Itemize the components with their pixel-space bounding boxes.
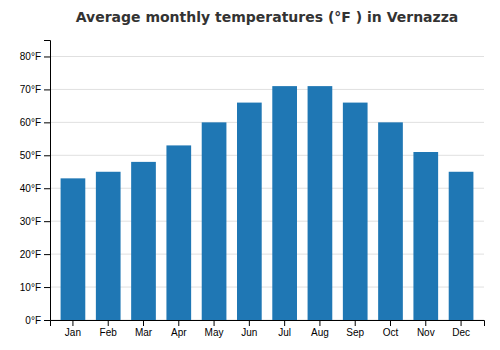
- tick-label: Jun: [241, 327, 257, 338]
- tick: Apr: [171, 320, 187, 338]
- tick: 0°F: [25, 315, 50, 326]
- bar: [308, 86, 333, 320]
- tick-mark: [249, 320, 250, 326]
- tick-label: Oct: [383, 327, 399, 338]
- tick: Nov: [417, 320, 435, 338]
- tick-label: 10°F: [20, 282, 41, 293]
- tick-label: 0°F: [25, 315, 41, 326]
- bar: [131, 162, 156, 320]
- bar: [378, 122, 403, 320]
- bar: [413, 152, 438, 320]
- tick: 10°F: [20, 282, 50, 293]
- tick-label: May: [205, 327, 224, 338]
- title: Average monthly temperatures (°F ) in Ve…: [76, 9, 459, 25]
- bars: [61, 86, 474, 320]
- tick-label: 70°F: [20, 84, 41, 95]
- tick: Mar: [135, 320, 153, 338]
- tick: Oct: [383, 320, 399, 338]
- tick: Feb: [100, 320, 118, 338]
- tick-mark: [178, 320, 179, 326]
- grid-line: [50, 56, 484, 57]
- tick-mark: [44, 320, 50, 321]
- tick-label: 40°F: [20, 183, 41, 194]
- tick-mark: [44, 56, 50, 57]
- bar: [449, 172, 474, 320]
- tick-label: Dec: [452, 327, 470, 338]
- tick-label: Jul: [278, 327, 291, 338]
- tick: 80°F: [20, 51, 50, 62]
- tick-mark: [44, 221, 50, 222]
- tick: Jul: [278, 320, 291, 338]
- tick: 50°F: [20, 150, 50, 161]
- tick-label: Aug: [311, 327, 329, 338]
- tick: 70°F: [20, 84, 50, 95]
- tick-mark: [390, 320, 391, 326]
- tick-mark: [425, 320, 426, 326]
- tick-mark: [44, 89, 50, 90]
- tick: Jun: [241, 320, 257, 338]
- tick-mark: [44, 188, 50, 189]
- axis-line: [51, 321, 485, 327]
- tick: 30°F: [20, 216, 50, 227]
- tick-label: Jan: [65, 327, 81, 338]
- tick-mark: [461, 320, 462, 326]
- tick-mark: [214, 320, 215, 326]
- tick-mark: [44, 155, 50, 156]
- tick-mark: [355, 320, 356, 326]
- x-axis: Jan Feb Mar Apr May Jun Jul Aug Sep Oct Nov Dec: [51, 320, 485, 338]
- plot: Jan Feb Mar Apr May Jun Jul Aug Sep Oct Nov Dec 0°F 1…: [20, 41, 485, 339]
- bar: [166, 145, 191, 320]
- axis-line: [44, 41, 51, 321]
- tick: Sep: [346, 320, 364, 338]
- tick-label: 20°F: [20, 249, 41, 260]
- grid-line: [50, 122, 484, 123]
- y-axis: 0°F 10°F 20°F 30°F 40°F 50°F 60°F 70°F 80°F: [20, 41, 51, 326]
- tick: Aug: [311, 320, 329, 338]
- tick: Jan: [65, 320, 81, 338]
- tick-label: Feb: [100, 327, 118, 338]
- tick-label: 80°F: [20, 51, 41, 62]
- tick-mark: [143, 320, 144, 326]
- tick-label: 30°F: [20, 216, 41, 227]
- tick: 60°F: [20, 117, 50, 128]
- tick-mark: [284, 320, 285, 326]
- bar: [96, 172, 121, 320]
- bar: [343, 103, 368, 320]
- tick-mark: [44, 287, 50, 288]
- tick-label: Mar: [135, 327, 153, 338]
- chart: Jan Feb Mar Apr May Jun Jul Aug Sep Oct Nov Dec 0°F 1…: [0, 0, 500, 350]
- grid-line: [50, 89, 484, 90]
- tick-mark: [319, 320, 320, 326]
- tick-label: 50°F: [20, 150, 41, 161]
- bar: [272, 86, 297, 320]
- bar: [237, 103, 262, 320]
- tick: May: [205, 320, 224, 338]
- bar: [61, 178, 86, 320]
- tick-label: 60°F: [20, 117, 41, 128]
- tick-mark: [44, 254, 50, 255]
- tick-label: Sep: [346, 327, 364, 338]
- bar: [202, 122, 227, 320]
- tick-mark: [72, 320, 73, 326]
- tick-label: Nov: [417, 327, 435, 338]
- tick-mark: [44, 122, 50, 123]
- tick: Dec: [452, 320, 470, 338]
- tick-label: Apr: [171, 327, 187, 338]
- grid: [50, 56, 484, 320]
- tick-mark: [108, 320, 109, 326]
- tick: 40°F: [20, 183, 50, 194]
- tick: 20°F: [20, 249, 50, 260]
